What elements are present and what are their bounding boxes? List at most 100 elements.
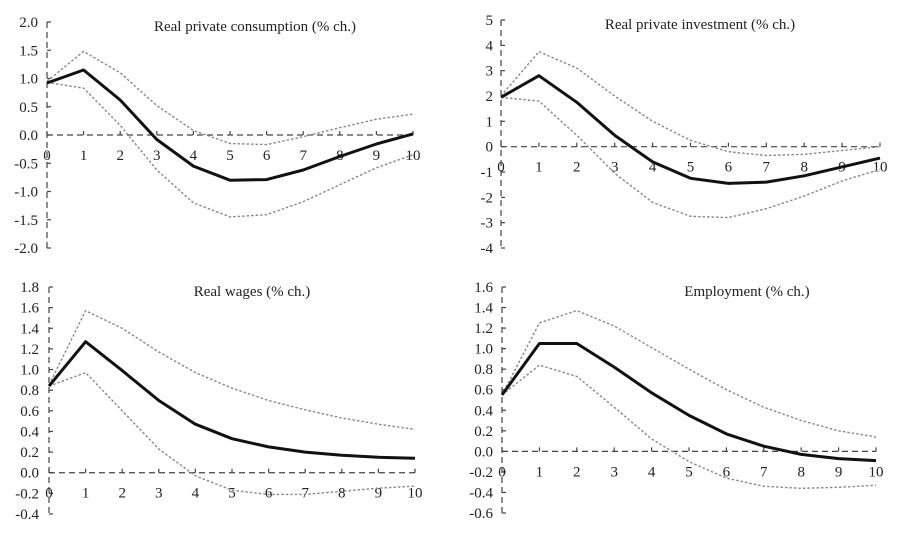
x-tick-label: 2 (573, 464, 581, 480)
x-tick-label: 5 (226, 148, 234, 164)
series-line-lower (500, 96, 881, 219)
x-tick-label: 6 (725, 160, 733, 176)
x-tick-label: 2 (116, 148, 124, 164)
y-tick-label: 1 (486, 114, 494, 130)
x-tick-label: 9 (835, 464, 843, 480)
series-line-response (500, 74, 881, 185)
x-tick-label: 8 (800, 160, 808, 176)
chart-panel-3: Real wages (% ch.) 1.8 1.6 1.4 1.2 1.0 0.8 0.6 0… (15, 280, 422, 523)
y-tick-label: 0.4 (474, 403, 493, 419)
y-tick-label: 0.0 (20, 466, 39, 482)
x-tick-label: 4 (190, 148, 198, 164)
x-tick-label: 9 (373, 148, 381, 164)
y-tick-label: -0.4 (469, 485, 493, 501)
y-tick-label: 1.6 (474, 280, 493, 296)
x-tick-label: 8 (338, 486, 346, 502)
y-tick-label: 0.8 (20, 383, 39, 399)
y-tick-label: 0.6 (20, 404, 39, 420)
chart-title: Real wages (% ch.) (194, 284, 311, 300)
chart-title: Employment (% ch.) (684, 284, 809, 300)
x-tick-label: 8 (797, 464, 805, 480)
y-tick-label: -2 (481, 190, 494, 206)
x-tick-label: 7 (763, 160, 771, 176)
x-tick-label: 3 (611, 160, 619, 176)
y-tick-label: -4 (481, 241, 494, 257)
x-tick-label: 0 (498, 464, 506, 480)
x-tick-label: 0 (45, 486, 53, 502)
y-tick-label: 0.2 (474, 424, 493, 440)
chart-panel-2: Real private investment (% ch.)543210-1-… (481, 13, 888, 257)
y-tick-label: 4 (486, 38, 494, 54)
y-tick-label: -0.2 (15, 486, 39, 502)
x-tick-label: 7 (760, 464, 768, 480)
y-tick-label: 0.0 (474, 444, 493, 460)
y-tick-label: 1.2 (474, 321, 493, 337)
series-line-response (46, 68, 414, 182)
y-tick-label: 3 (486, 64, 494, 80)
x-tick-label: 7 (299, 148, 307, 164)
x-tick-label: 10 (869, 464, 884, 480)
y-tick-label: 2.0 (19, 15, 38, 31)
y-tick-label: 0.4 (20, 424, 39, 440)
x-tick-label: 6 (723, 464, 731, 480)
y-tick-label: -0.2 (469, 465, 493, 481)
series-line-lower (501, 364, 877, 490)
y-tick-label: 1.6 (20, 301, 39, 317)
y-tick-label: 1.5 (19, 43, 38, 59)
y-tick-label: -1 (481, 165, 494, 181)
x-tick-label: 4 (192, 486, 200, 502)
y-tick-label: -3 (481, 216, 494, 232)
y-tick-label: 2 (486, 89, 494, 105)
x-tick-label: 2 (118, 486, 126, 502)
y-tick-label: -0.5 (14, 156, 38, 172)
series-line-upper (48, 309, 416, 431)
x-tick-label: 0 (497, 160, 505, 176)
x-tick-label: 1 (80, 148, 88, 164)
x-tick-label: 5 (687, 160, 695, 176)
x-tick-label: 0 (43, 148, 51, 164)
x-tick-label: 4 (649, 160, 657, 176)
series-line-response (47, 340, 416, 460)
series-line-upper (501, 309, 877, 438)
y-tick-label: 1.4 (20, 321, 39, 337)
chart-panel-4: Employment (% ch.) 1.6 1.4 1.2 1.0 0.8 0.6 0.4 0… (469, 280, 883, 522)
x-tick-label: 3 (153, 148, 161, 164)
x-tick-label: 1 (536, 464, 544, 480)
y-tick-label: 1.8 (20, 280, 39, 296)
y-tick-label: 1.0 (474, 342, 493, 358)
y-tick-label: 1.0 (19, 72, 38, 88)
y-tick-label: 0.5 (19, 100, 38, 116)
x-tick-label: 6 (263, 148, 271, 164)
chart-title: Real private investment (% ch.) (605, 17, 795, 33)
y-tick-label: -0.4 (15, 507, 39, 523)
x-tick-label: 4 (648, 464, 656, 480)
y-tick-label: -1.5 (14, 213, 38, 229)
x-tick-label: 10 (873, 160, 888, 176)
x-tick-label: 5 (228, 486, 236, 502)
y-tick-label: 0.8 (474, 362, 493, 378)
y-tick-label: 0 (486, 140, 494, 156)
x-tick-label: 3 (155, 486, 163, 502)
chart-title: Real private consumption (% ch.) (154, 19, 356, 35)
x-tick-label: 9 (375, 486, 383, 502)
y-tick-label: 0.2 (20, 445, 39, 461)
y-tick-label: 1.4 (474, 301, 493, 317)
x-tick-label: 1 (535, 160, 543, 176)
series-line-upper (500, 50, 881, 157)
series-line-response (500, 342, 877, 463)
y-tick-label: 5 (486, 13, 494, 29)
y-tick-label: -0.6 (469, 506, 493, 522)
series-line-lower (46, 81, 414, 218)
y-tick-label: -1.0 (14, 185, 38, 201)
y-tick-label: 1.0 (20, 363, 39, 379)
series-line-lower (48, 371, 416, 496)
x-tick-label: 2 (573, 160, 581, 176)
series-line-upper (46, 50, 414, 146)
x-tick-label: 3 (610, 464, 618, 480)
x-tick-label: 10 (406, 148, 421, 164)
x-tick-label: 5 (685, 464, 693, 480)
y-tick-label: 1.2 (20, 342, 39, 358)
y-tick-label: -2.0 (14, 241, 38, 257)
y-tick-label: 0.0 (19, 128, 38, 144)
